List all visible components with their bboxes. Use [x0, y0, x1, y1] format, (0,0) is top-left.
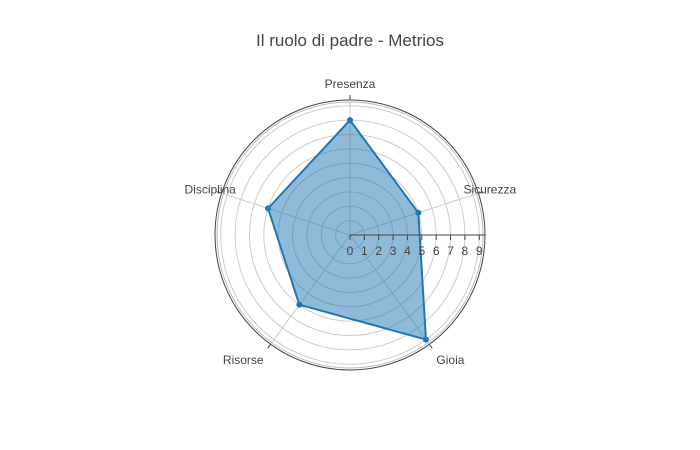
radial-tick-label: 0: [347, 244, 354, 258]
axis-label-disciplina: Disciplina: [185, 183, 237, 197]
data-point[interactable]: [415, 209, 422, 216]
chart-title: Il ruolo di padre - Metrios: [255, 31, 445, 50]
radial-tick-label: 9: [476, 244, 483, 258]
spoke-tick: [478, 191, 484, 194]
radial-tick-label: 6: [433, 244, 440, 258]
data-point[interactable]: [422, 336, 429, 343]
data-point[interactable]: [265, 205, 272, 212]
radial-tick-label: 2: [375, 244, 382, 258]
radial-tick-label: 3: [390, 244, 397, 258]
radial-tick-label: 1: [361, 244, 368, 258]
radial-tick-label: 8: [462, 244, 469, 258]
radial-tick-label: 4: [404, 244, 411, 258]
series-area: [267, 119, 427, 341]
series-layer: [265, 117, 429, 343]
radial-tick-label: 7: [447, 244, 454, 258]
axis-label-risorse: Risorse: [223, 353, 264, 367]
spoke-tick: [267, 343, 272, 349]
spoke-tick: [216, 191, 222, 194]
data-point[interactable]: [296, 301, 303, 308]
angular-axis-labels: Presenza Sicurezza Gioia Risorse Disciplina: [185, 77, 517, 367]
axis-label-gioia: Gioia: [436, 353, 464, 367]
data-point[interactable]: [347, 117, 353, 124]
axis-label-presenza: Presenza: [325, 77, 376, 91]
axis-label-sicurezza: Sicurezza: [463, 183, 516, 197]
spoke-tick: [428, 343, 433, 349]
radial-tick-label: 5: [418, 244, 425, 258]
